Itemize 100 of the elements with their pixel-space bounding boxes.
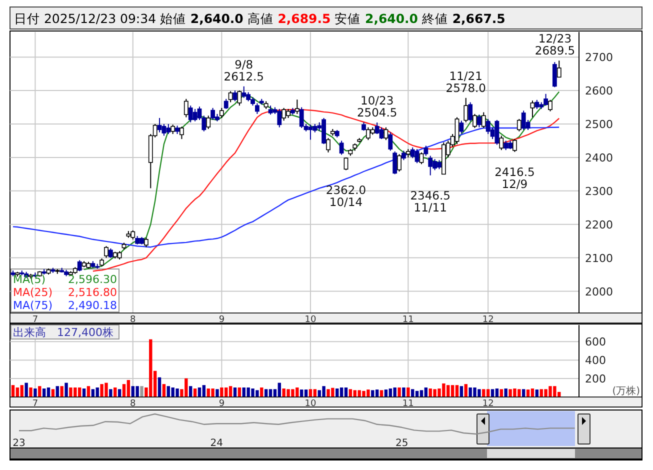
bar [348, 389, 352, 397]
bar [264, 389, 268, 397]
candlestick [419, 152, 424, 165]
candlestick [552, 62, 557, 88]
bar [162, 384, 166, 397]
text: MA(5) [13, 273, 46, 286]
annotation: 2416.5 12/9 [494, 164, 535, 191]
x-tick-label: 23 [12, 438, 26, 449]
bar [136, 386, 139, 397]
text: MA(25) [13, 286, 53, 299]
y-tick-label: 600 [585, 336, 606, 349]
bar [56, 386, 59, 397]
bar [211, 388, 214, 397]
x-tick-label: 7 [32, 315, 38, 325]
y-tick-label: 200 [585, 372, 606, 386]
candlestick [534, 99, 540, 110]
x-tick-label: 24 [210, 438, 223, 449]
y-tick-label: 2400 [585, 151, 613, 164]
y-tick-label: 2300 [585, 184, 613, 198]
candlestick [339, 140, 344, 156]
annotation: 出来高 127,400株 [13, 326, 114, 339]
candlestick [494, 119, 500, 146]
bar [216, 389, 219, 397]
y-axis-title: (万株) [612, 385, 640, 397]
bar [313, 389, 317, 397]
candlestick [516, 118, 522, 132]
candlestick [556, 60, 562, 78]
bar [455, 385, 459, 397]
candlestick [104, 246, 108, 258]
candlestick [232, 90, 238, 102]
bar [322, 386, 326, 397]
bar [486, 389, 490, 397]
candlestick [374, 122, 380, 135]
bar [522, 389, 526, 397]
bar [24, 382, 28, 397]
candlestick [548, 99, 552, 112]
candlestick [268, 105, 273, 116]
bar [460, 386, 464, 397]
bar [402, 387, 406, 397]
bar [64, 382, 68, 397]
bar [482, 389, 486, 397]
x-tick-label: 8 [130, 399, 136, 409]
annotation: 12/23 2689.5 [534, 32, 576, 58]
y-tick-label: 2200 [585, 218, 613, 232]
candlestick [180, 126, 184, 140]
annotation: 11/21 2578.0 [446, 68, 486, 95]
bar [51, 389, 55, 397]
candlestick [170, 124, 176, 135]
bar [38, 386, 42, 397]
candlestick [428, 155, 433, 176]
bar [450, 385, 454, 397]
candlestick [468, 102, 473, 122]
annotation: 2346.5 11/11 [410, 188, 450, 214]
x-tick-label: 9 [218, 399, 225, 409]
candlestick [424, 145, 428, 156]
annotation: 2362.0 10/14 [326, 183, 366, 210]
annotation: 10/23 2504.5 [356, 93, 398, 120]
candlestick [379, 126, 384, 140]
candlestick [206, 115, 211, 130]
annotation: 2,516.80 [68, 286, 117, 299]
candlestick [219, 107, 224, 118]
candlestick [326, 138, 330, 153]
candlestick [464, 97, 468, 123]
candlestick [402, 150, 406, 161]
candlestick [397, 154, 402, 172]
candlestick [77, 260, 82, 272]
bar [411, 389, 414, 397]
bar [420, 390, 424, 397]
candlestick [144, 237, 148, 248]
y-tick-label: 2000 [585, 285, 613, 298]
candlestick [521, 110, 526, 131]
y-tick-label: 2700 [585, 51, 613, 64]
candlestick [157, 117, 162, 133]
candlestick [188, 105, 193, 123]
x-tick-label: 12 [482, 399, 494, 409]
candlestick [481, 112, 486, 129]
y-tick-label: 2600 [585, 84, 613, 98]
annotation: 2,596.30 [68, 273, 117, 286]
bar [20, 385, 24, 397]
bar [268, 389, 272, 397]
bar [220, 387, 224, 397]
candlestick [308, 124, 313, 140]
bar [490, 389, 494, 397]
candlestick [192, 108, 198, 122]
candlestick [530, 100, 535, 118]
x-tick-label: 9 [218, 315, 225, 325]
candlestick [504, 140, 508, 151]
bar [406, 387, 410, 397]
candlestick [294, 99, 300, 114]
candlestick [228, 90, 233, 103]
candlestick [299, 106, 304, 129]
bar [86, 386, 90, 397]
candlestick [282, 107, 286, 122]
bar [126, 380, 130, 397]
bar [202, 385, 206, 397]
y-tick-label: 400 [585, 354, 606, 368]
annotation: 9/8 2612.5 [224, 57, 264, 84]
bar [60, 386, 64, 397]
candlestick [414, 148, 420, 164]
x-tick-label: 10 [304, 399, 316, 409]
